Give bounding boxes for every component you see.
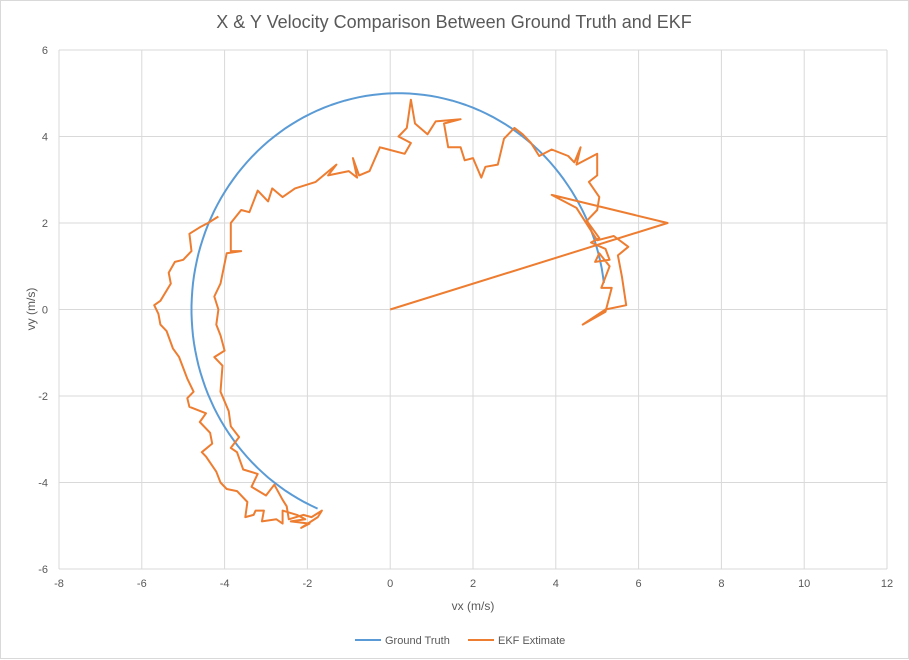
tick-labels: -8 -6 -4 -2 0 2 4 6 8 10 12 -6 -4 -2 0 2 4 6 [38, 45, 893, 590]
y-axis-title: vy (m/s) [24, 288, 38, 331]
x-tick-label: 8 [718, 578, 724, 590]
y-tick-label: -6 [38, 564, 48, 576]
x-tick-label: 4 [553, 578, 559, 590]
x-tick-label: -2 [303, 578, 313, 590]
x-tick-label: -4 [220, 578, 230, 590]
legend-label-ekf-estimate: EKF Extimate [498, 635, 565, 647]
series-line-ekf-estimate [153, 98, 669, 529]
series-line-ground-truth [190, 92, 605, 510]
y-tick-label: 2 [42, 218, 48, 230]
y-tick-label: 4 [42, 132, 48, 144]
legend: Ground Truth EKF Extimate [355, 635, 565, 647]
x-tick-label: 10 [798, 578, 810, 590]
x-tick-label: 0 [387, 578, 393, 590]
legend-label-ground-truth: Ground Truth [385, 635, 450, 647]
y-tick-label: 0 [42, 305, 48, 317]
x-tick-label: 2 [470, 578, 476, 590]
chart-title: X & Y Velocity Comparison Between Ground… [216, 12, 692, 32]
gridlines [58, 49, 888, 570]
x-tick-label: 6 [636, 578, 642, 590]
x-tick-label: 12 [881, 578, 893, 590]
series-layer [153, 92, 669, 529]
x-tick-label: -6 [137, 578, 147, 590]
x-tick-label: -8 [54, 578, 64, 590]
y-tick-label: -2 [38, 391, 48, 403]
y-tick-label: 6 [42, 45, 48, 57]
y-tick-label: -4 [38, 478, 48, 490]
x-axis-title: vx (m/s) [452, 599, 495, 613]
